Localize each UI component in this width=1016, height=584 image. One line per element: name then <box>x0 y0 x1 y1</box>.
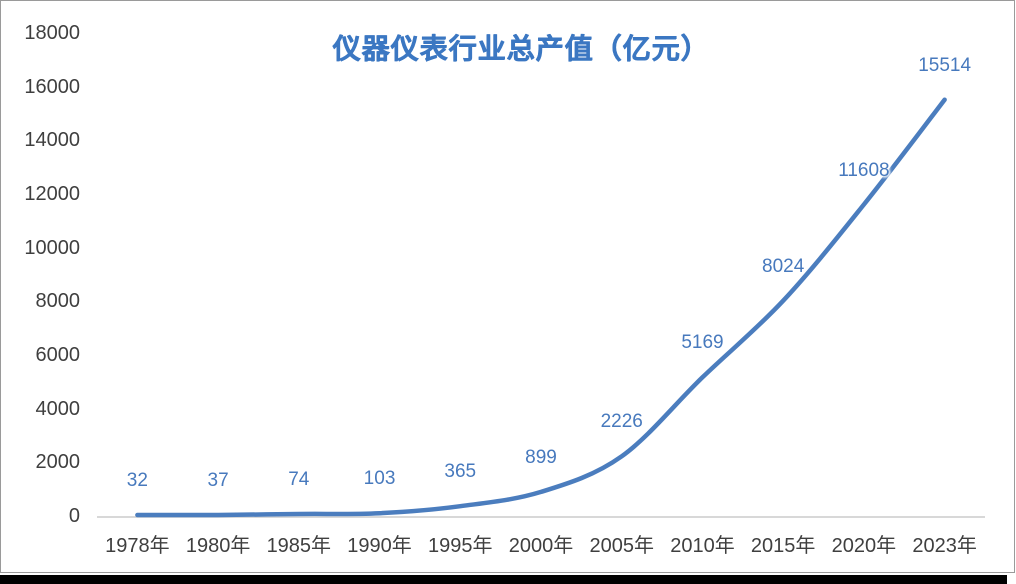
x-axis-tick-label: 1995年 <box>428 535 493 557</box>
data-label: 103 <box>363 468 396 490</box>
y-axis-tick-label: 0 <box>68 505 80 527</box>
y-axis-tick-label: 14000 <box>24 129 80 152</box>
y-axis-tick-label: 18000 <box>24 22 80 44</box>
y-axis-tick-label: 16000 <box>24 75 80 98</box>
x-axis-tick-label: 2005年 <box>589 535 654 557</box>
bottom-shadow-bar <box>0 575 1007 584</box>
x-axis-tick-label: 1990年 <box>347 535 412 557</box>
data-label: 5169 <box>681 332 724 354</box>
x-axis-tick-label: 2020年 <box>831 535 897 557</box>
data-label: 32 <box>126 470 148 492</box>
data-label: 2226 <box>600 411 643 433</box>
chart-title: 仪器仪表行业总产值（亿元） <box>332 33 710 64</box>
x-axis-tick-label: 1980年 <box>185 535 251 557</box>
data-label: 15514 <box>918 54 972 76</box>
data-label: 11608 <box>838 159 890 181</box>
y-axis-tick-label: 2000 <box>35 451 81 474</box>
x-axis-tick-label: 2023年 <box>912 535 977 557</box>
x-axis-tick-label: 1985年 <box>266 535 332 557</box>
y-axis-tick-label: 10000 <box>24 236 80 259</box>
data-label: 8024 <box>762 255 805 277</box>
x-axis-tick-label: 1978年 <box>105 535 170 557</box>
data-label: 365 <box>444 461 477 483</box>
x-axis-tick-label: 2010年 <box>670 535 735 557</box>
data-label: 899 <box>525 446 557 468</box>
y-axis-tick-label: 12000 <box>24 183 80 205</box>
data-label: 74 <box>288 469 310 490</box>
trend-line <box>135 97 947 518</box>
data-label: 37 <box>207 470 229 491</box>
x-axis-tick-label: 2000年 <box>508 535 574 557</box>
y-axis-tick-label: 8000 <box>35 290 81 313</box>
y-axis-tick-label: 4000 <box>35 397 81 420</box>
x-axis-tick-label: 2015年 <box>750 535 816 557</box>
y-axis-tick-label: 6000 <box>35 344 81 366</box>
